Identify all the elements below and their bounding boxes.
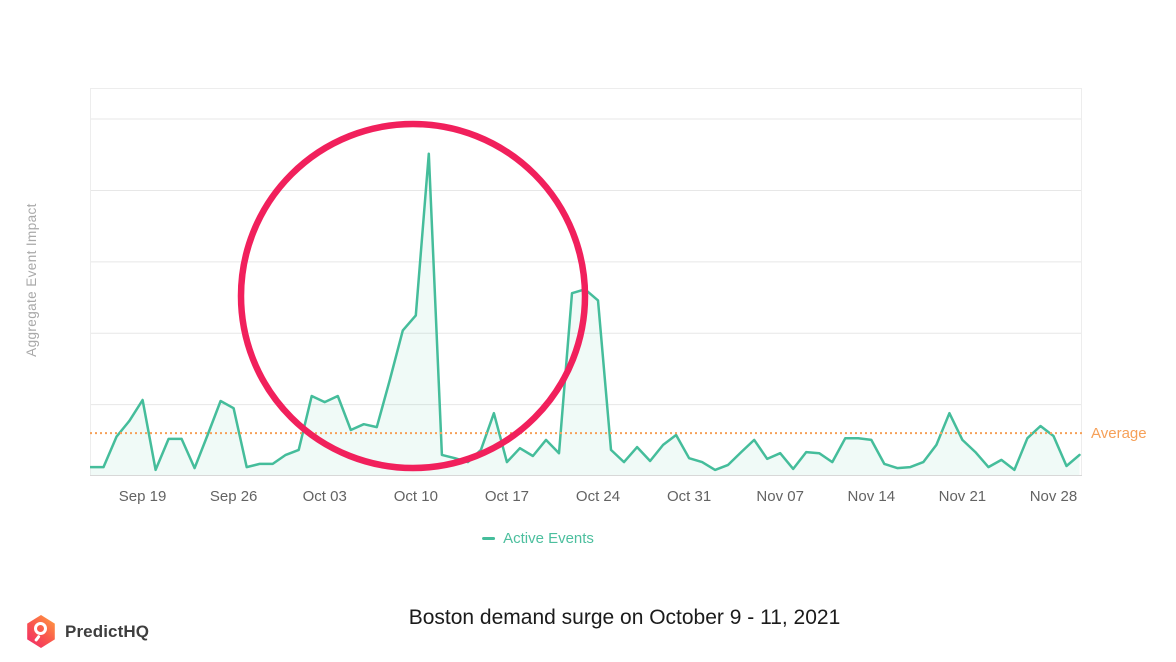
x-tick-label: Nov 28 (1029, 488, 1078, 505)
chart-plot-area (90, 88, 1082, 476)
x-tick-label: Nov 21 (938, 488, 987, 505)
x-tick-label: Oct 10 (393, 488, 438, 505)
x-tick-label: Oct 17 (484, 488, 529, 505)
legend-series-label: Active Events (503, 530, 594, 547)
x-tick-label: Oct 03 (302, 488, 347, 505)
predicthq-logo: PredictHQ (26, 615, 149, 648)
logo-pin-ring (34, 622, 47, 635)
highlight-circle-annotation (237, 120, 589, 472)
x-tick-label: Sep 26 (209, 488, 258, 505)
page-title: Boston demand surge on October 9 - 11, 2… (408, 606, 841, 629)
active-events-line-chart (90, 88, 1082, 476)
logo-pin-tail (33, 634, 41, 642)
legend-line-swatch-icon (482, 537, 496, 540)
x-tick-label: Sep 19 (118, 488, 167, 505)
x-tick-label: Nov 07 (756, 488, 804, 505)
average-line-label: Average (1091, 425, 1147, 442)
x-tick-label: Oct 31 (667, 488, 712, 505)
predicthq-logo-text: PredictHQ (65, 621, 150, 641)
chart-legend: Active Events (482, 530, 594, 547)
x-tick-label: Oct 24 (575, 488, 621, 505)
x-tick-label: Nov 14 (847, 488, 896, 505)
predicthq-logo-icon (27, 615, 55, 648)
